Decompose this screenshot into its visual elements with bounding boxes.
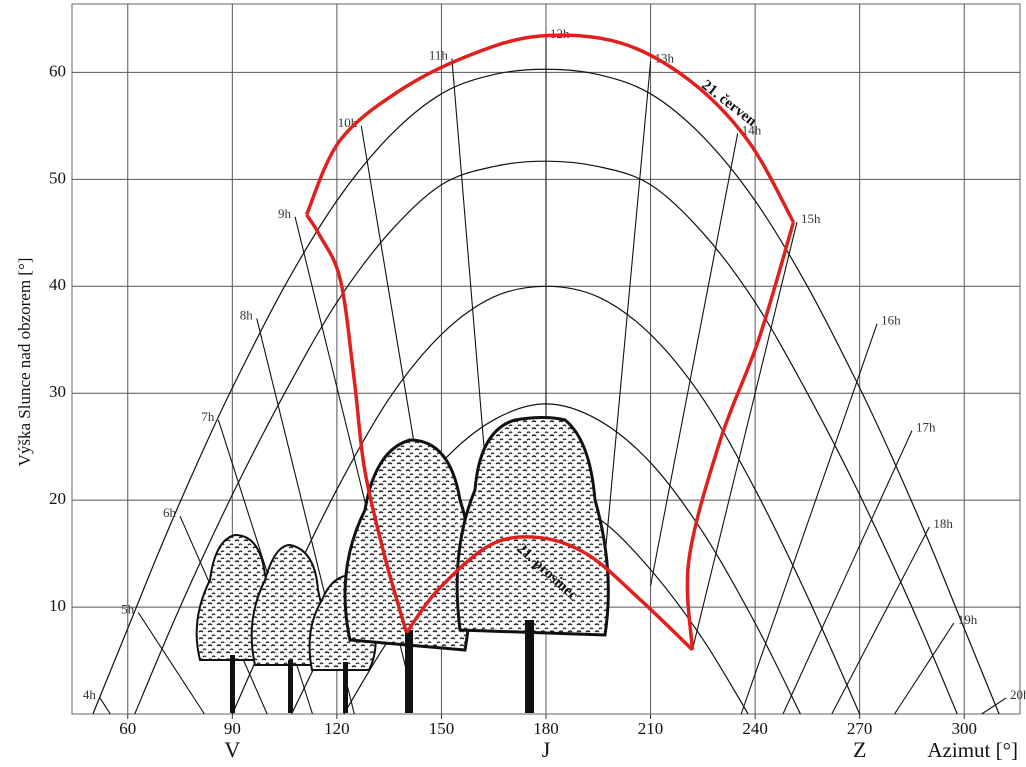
direction-label: V (224, 737, 240, 762)
x-tick-label: 240 (742, 719, 768, 738)
outline (304, 33, 795, 223)
hour-line (691, 222, 798, 650)
hour-label: 11h (429, 48, 449, 63)
y-tick-label: 20 (49, 489, 66, 508)
x-tick-label: 90 (224, 719, 241, 738)
y-tick-label: 40 (49, 275, 66, 294)
hour-label: 6h (163, 505, 177, 520)
hour-label: 4h (83, 687, 97, 702)
y-tick-label: 10 (49, 596, 66, 615)
y-tick-label: 50 (49, 168, 66, 187)
hour-label: 19h (958, 612, 978, 627)
hour-line (740, 323, 878, 715)
direction-label: J (542, 737, 551, 762)
hour-label: 9h (278, 206, 292, 221)
y-tick-label: 60 (49, 61, 66, 80)
x-tick-label: 300 (951, 719, 977, 738)
hour-line (981, 697, 1007, 715)
plot-over: 60 90 120 150 180 210 240 270 300 10 20 30 40 50 60 V J Z… (49, 26, 1026, 762)
hour-label: 5h (121, 601, 135, 616)
outline (685, 221, 796, 650)
outline (305, 213, 409, 634)
hour-label: 17h (916, 420, 936, 435)
hour-line (650, 133, 739, 586)
hour-line (894, 622, 955, 715)
outline (405, 535, 694, 652)
hour-label: 16h (881, 313, 901, 328)
hour-line (831, 526, 930, 715)
x-tick-label: 210 (638, 719, 664, 738)
hour-line (137, 612, 205, 715)
hour-label: 18h (933, 516, 953, 531)
hour-line (99, 697, 111, 715)
x-tick-label: 150 (429, 719, 455, 738)
x-tick-label: 180 (533, 719, 559, 738)
trees (195, 416, 610, 713)
plot-under (71, 3, 1021, 719)
x-tick-label: 60 (119, 719, 136, 738)
y-tick-label: 30 (49, 382, 66, 401)
outline-label: 21. červen (698, 77, 760, 130)
hour-line (604, 61, 652, 554)
x-tick-label: 120 (324, 719, 350, 738)
hour-label: 15h (801, 211, 821, 226)
x-tick-label: 270 (847, 719, 873, 738)
hour-label: 20h (1010, 687, 1026, 702)
direction-label: Z (853, 737, 866, 762)
hour-label: 8h (240, 307, 254, 322)
hour-line (217, 419, 314, 715)
hour-label: 7h (201, 409, 215, 424)
x-axis-label: Azimut [°] (927, 738, 1018, 762)
y-axis-label: Výška Slunce nad obzorem [°] (15, 258, 34, 467)
hour-label: 14h (742, 122, 762, 137)
hour-line (782, 430, 913, 715)
